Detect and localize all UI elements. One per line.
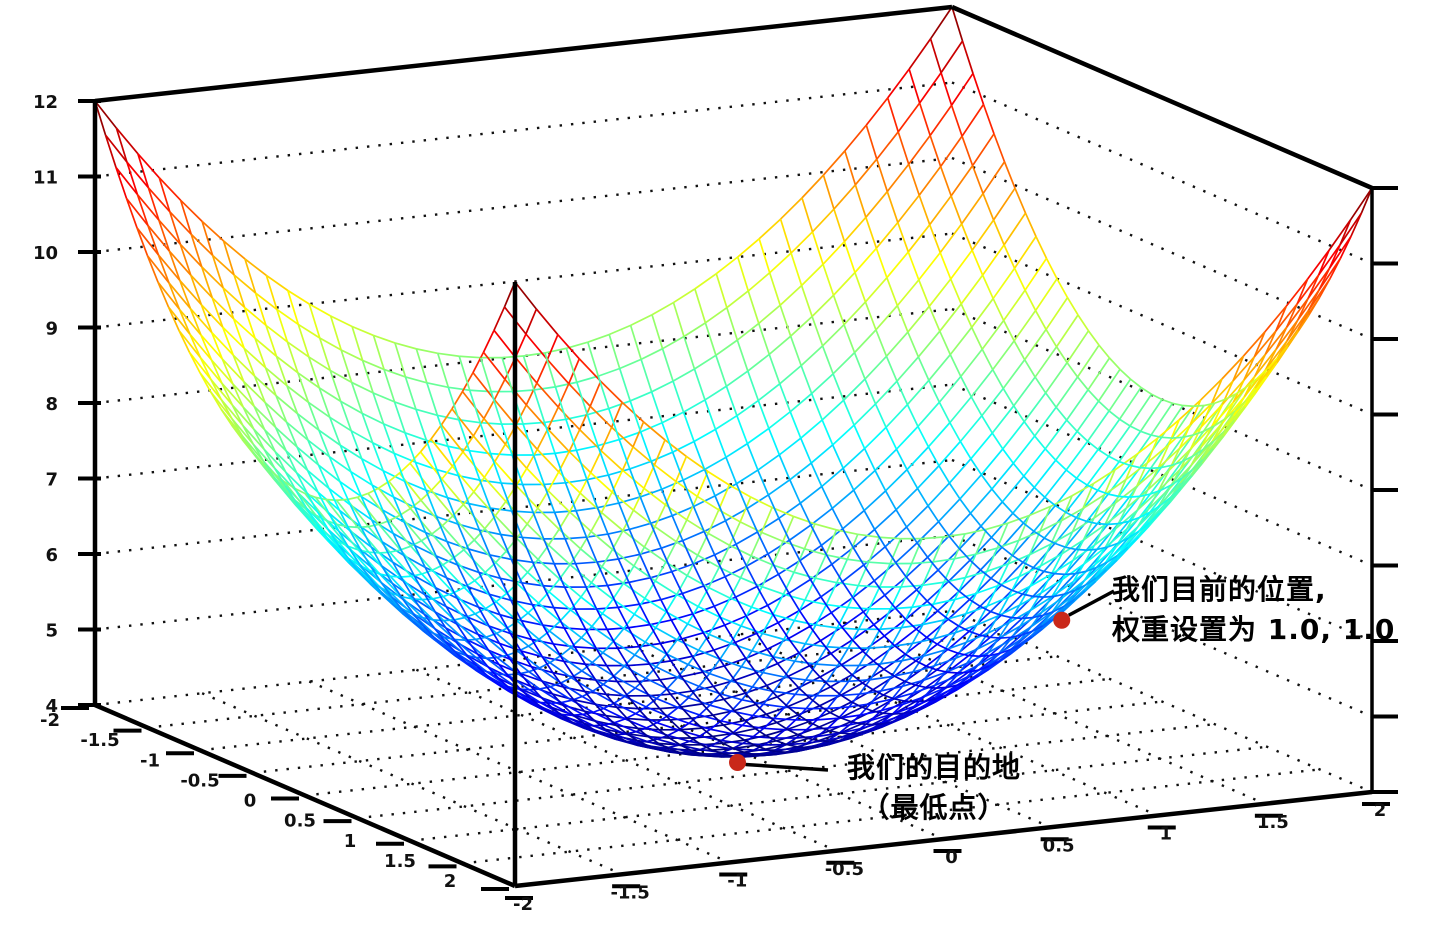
z-tick-label: 7 xyxy=(45,470,58,491)
annotation-destination-line-2: （最低点） xyxy=(861,791,1007,824)
y-tick-label: 0.5 xyxy=(1043,835,1075,856)
z-tick-label: 6 xyxy=(45,545,58,566)
x-tick-label: -0.5 xyxy=(180,770,219,791)
x-axis-ticks-labels: -2 -1.5 -1 -0.5 0 0.5 1 1.5 2 xyxy=(40,706,509,892)
marker-dot-destination xyxy=(729,754,746,771)
x-tick-label: 2 xyxy=(444,871,457,892)
z-tick-label: 8 xyxy=(45,394,58,415)
y-tick-label: 2 xyxy=(1374,800,1387,821)
annotation-current-line-2: 权重设置为 1.0, 1.0 xyxy=(1112,613,1396,646)
z-tick-label: 10 xyxy=(33,243,58,264)
z-tick-label: 4 xyxy=(45,696,58,717)
z-tick-label: 9 xyxy=(45,319,58,340)
x-tick-label: -1.5 xyxy=(80,730,119,751)
x-tick-label: 1 xyxy=(344,831,357,852)
annotation-current-line-1: 我们目前的位置, xyxy=(1112,573,1327,606)
y-tick-label: -2 xyxy=(513,894,533,915)
y-axis-ticks-labels: -2 -1.5 -1 -0.5 0 0.5 1 1.5 2 xyxy=(505,800,1390,915)
annotation-markers xyxy=(729,589,1115,772)
annotation-destination: 我们的目的地 （最低点） xyxy=(826,748,1042,828)
x-tick-label: 0.5 xyxy=(284,811,316,832)
annotation-destination-line-1: 我们的目的地 xyxy=(846,751,1021,784)
z-axis-ticks-labels: 4 5 6 7 8 9 10 11 12 xyxy=(33,92,1398,794)
x-tick-label: -2 xyxy=(40,710,60,731)
annotation-current-position: 我们目前的位置, 权重设置为 1.0, 1.0 xyxy=(1112,570,1395,650)
y-tick-label: -0.5 xyxy=(825,859,864,880)
y-tick-label: 0 xyxy=(945,847,958,868)
z-tick-label: 5 xyxy=(45,621,58,642)
z-tick-label: 12 xyxy=(33,92,58,113)
y-tick-label: 1 xyxy=(1159,824,1172,845)
x-tick-label: 1.5 xyxy=(384,851,416,872)
x-tick-label: -1 xyxy=(140,750,160,771)
marker-dot-current-position xyxy=(1053,611,1071,629)
x-tick-label: 0 xyxy=(244,791,257,812)
y-tick-label: 1.5 xyxy=(1257,812,1289,833)
wireframe-mesh xyxy=(94,6,1373,758)
y-tick-label: -1 xyxy=(727,871,747,892)
z-tick-label: 11 xyxy=(33,168,58,189)
y-tick-label: -1.5 xyxy=(610,882,649,903)
